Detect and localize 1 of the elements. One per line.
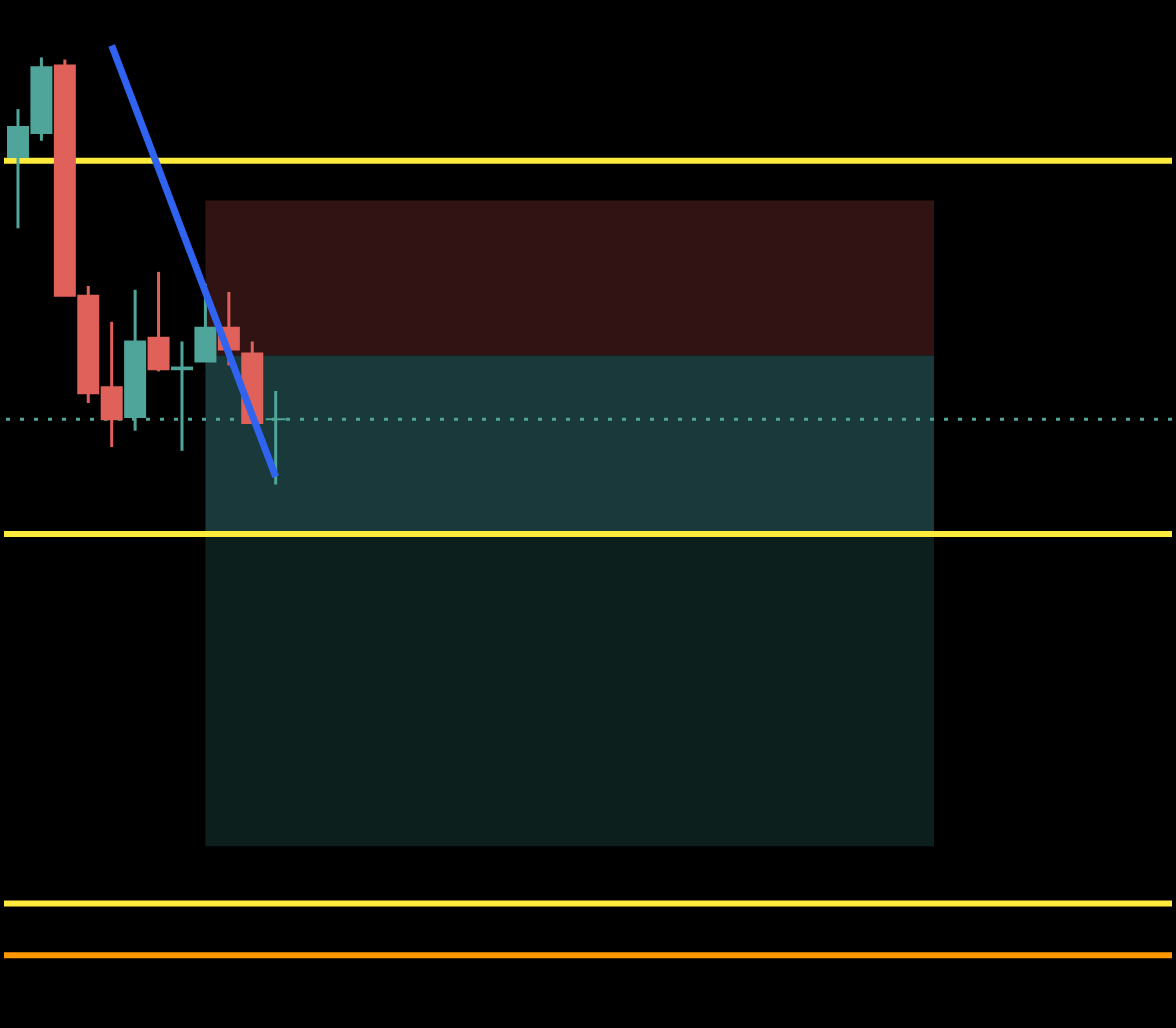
candlestick <box>147 270 170 373</box>
